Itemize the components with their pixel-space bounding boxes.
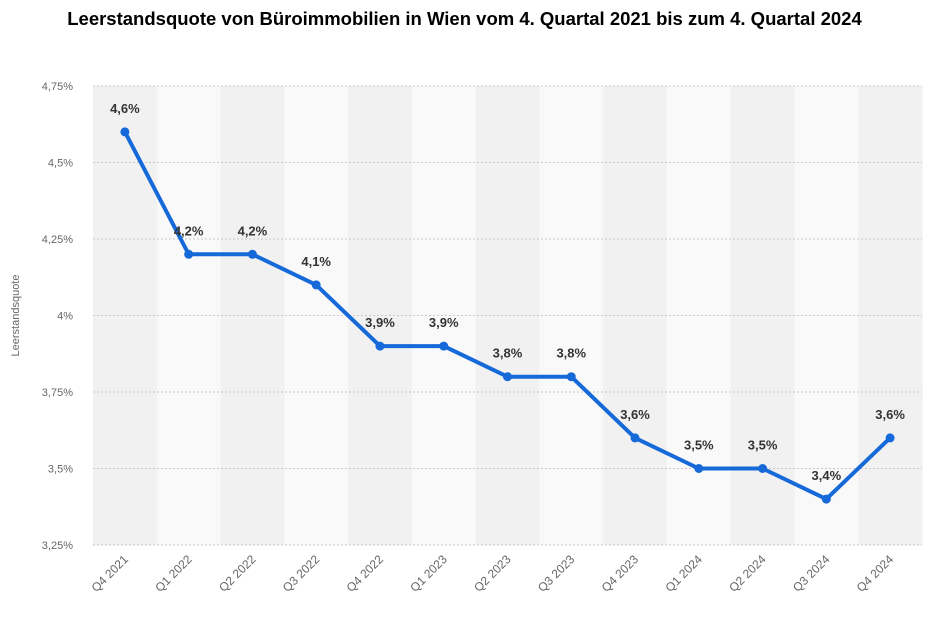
data-point[interactable] xyxy=(311,280,321,290)
x-tick-label: Q3 2024 xyxy=(790,552,833,595)
data-point[interactable] xyxy=(247,249,257,259)
data-point[interactable] xyxy=(439,341,449,351)
data-label: 3,6% xyxy=(875,407,905,422)
data-points xyxy=(120,127,895,504)
data-labels: 4,6% 4,2% 4,2% 4,1% 3,9% 3,9% 3,8% 3,8% 3,6% 3,5%… xyxy=(110,101,905,483)
data-label: 3,4% xyxy=(812,468,842,483)
data-label: 4,2% xyxy=(238,223,268,238)
data-point[interactable] xyxy=(375,341,385,351)
y-tick-label: 3,25% xyxy=(42,540,73,552)
data-label: 3,6% xyxy=(620,407,650,422)
x-tick-label: Q4 2024 xyxy=(854,552,897,595)
data-point[interactable] xyxy=(184,249,194,259)
data-label: 3,5% xyxy=(748,438,778,453)
y-tick-label: 3,75% xyxy=(42,387,73,399)
y-tick-label: 4% xyxy=(57,311,73,323)
x-tick-label: Q4 2021 xyxy=(89,552,132,595)
data-point[interactable] xyxy=(821,494,831,504)
y-axis-label: Leerstandsquote xyxy=(10,275,22,357)
data-point[interactable] xyxy=(503,372,512,382)
x-tick-label: Q1 2023 xyxy=(407,552,450,595)
data-point[interactable] xyxy=(694,464,704,473)
data-label: 3,9% xyxy=(365,315,395,330)
x-tick-label: Q1 2022 xyxy=(152,552,195,595)
x-axis-ticks: Q4 2021 Q1 2022 Q2 2022 Q3 2022 Q4 2022 Q1 20… xyxy=(89,552,897,595)
y-tick-label: 4,5% xyxy=(48,158,73,170)
chart-title: Leerstandsquote von Büroimmobilien in Wi… xyxy=(67,8,862,29)
x-tick-label: Q2 2023 xyxy=(471,552,514,595)
data-label: 4,2% xyxy=(174,223,204,238)
x-tick-label: Q2 2022 xyxy=(216,552,259,595)
data-point[interactable] xyxy=(120,127,130,137)
data-label: 3,9% xyxy=(429,315,459,330)
data-point[interactable] xyxy=(758,464,768,473)
x-tick-label: Q2 2024 xyxy=(726,552,769,595)
data-label: 3,8% xyxy=(493,346,523,361)
x-tick-label: Q3 2023 xyxy=(535,552,578,595)
y-tick-label: 3,5% xyxy=(48,464,73,476)
y-tick-label: 4,25% xyxy=(42,234,73,246)
x-tick-label: Q4 2023 xyxy=(599,552,642,595)
data-point[interactable] xyxy=(630,433,640,443)
data-label: 4,6% xyxy=(110,101,140,116)
y-tick-label: 4,75% xyxy=(42,81,73,93)
data-label: 3,8% xyxy=(556,346,586,361)
data-label: 3,5% xyxy=(684,438,714,453)
data-point[interactable] xyxy=(566,372,576,382)
x-tick-label: Q1 2024 xyxy=(662,552,705,595)
x-tick-label: Q4 2022 xyxy=(344,552,387,595)
data-label: 4,1% xyxy=(301,254,331,269)
y-axis-ticks: 3,25% 3,5% 3,75% 4% 4,25% 4,5% 4,75% xyxy=(42,81,73,552)
data-point[interactable] xyxy=(885,433,895,443)
x-tick-label: Q3 2022 xyxy=(280,552,323,595)
